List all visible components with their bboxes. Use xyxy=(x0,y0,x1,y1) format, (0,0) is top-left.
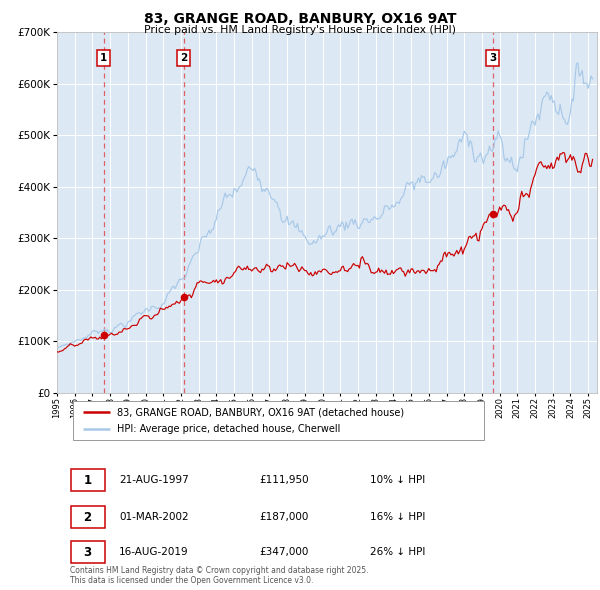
Text: 21-AUG-1997: 21-AUG-1997 xyxy=(119,476,189,486)
Text: 83, GRANGE ROAD, BANBURY, OX16 9AT: 83, GRANGE ROAD, BANBURY, OX16 9AT xyxy=(144,12,456,26)
Text: 10% ↓ HPI: 10% ↓ HPI xyxy=(370,476,425,486)
Text: 3: 3 xyxy=(83,546,92,559)
Text: HPI: Average price, detached house, Cherwell: HPI: Average price, detached house, Cher… xyxy=(118,424,341,434)
Text: £111,950: £111,950 xyxy=(260,476,309,486)
Text: 1: 1 xyxy=(83,474,92,487)
Text: Price paid vs. HM Land Registry's House Price Index (HPI): Price paid vs. HM Land Registry's House … xyxy=(144,25,456,35)
Text: 16% ↓ HPI: 16% ↓ HPI xyxy=(370,512,425,522)
Text: 2: 2 xyxy=(180,53,187,63)
Text: Contains HM Land Registry data © Crown copyright and database right 2025.
This d: Contains HM Land Registry data © Crown c… xyxy=(71,566,369,585)
Text: 01-MAR-2002: 01-MAR-2002 xyxy=(119,512,189,522)
Text: 83, GRANGE ROAD, BANBURY, OX16 9AT (detached house): 83, GRANGE ROAD, BANBURY, OX16 9AT (deta… xyxy=(118,407,404,417)
Text: 3: 3 xyxy=(489,53,497,63)
Bar xyxy=(71,506,104,528)
Text: £347,000: £347,000 xyxy=(260,547,309,557)
Text: £187,000: £187,000 xyxy=(260,512,309,522)
Text: 1: 1 xyxy=(100,53,107,63)
Bar xyxy=(73,401,484,440)
Bar xyxy=(71,541,104,563)
Bar xyxy=(71,469,104,491)
Text: 2: 2 xyxy=(83,511,92,524)
Text: 26% ↓ HPI: 26% ↓ HPI xyxy=(370,547,425,557)
Text: 16-AUG-2019: 16-AUG-2019 xyxy=(119,547,189,557)
